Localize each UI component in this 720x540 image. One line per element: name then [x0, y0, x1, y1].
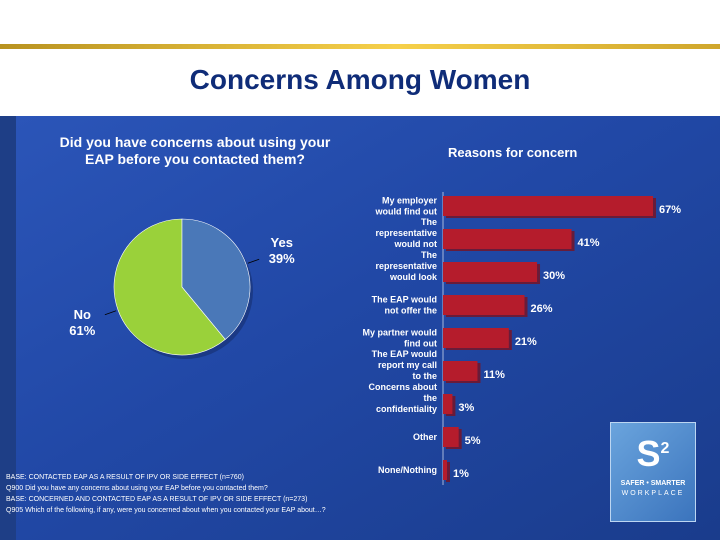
bar-value-label: 30%	[543, 270, 565, 282]
bar-category-label: The EAP would report my call to the	[372, 349, 437, 381]
bar	[443, 262, 538, 282]
pie-slice-yes	[181, 218, 251, 340]
logo-line-1: SAFER • SMARTER	[620, 480, 686, 487]
bar-chart-title: Reasons for concern	[448, 145, 578, 160]
footnote-line: BASE: CONCERNED AND CONTACTED EAP AS A R…	[6, 496, 308, 503]
page-title: Concerns Among Women	[189, 64, 531, 95]
pie-chart-title: Did you have concerns about using your E…	[59, 134, 331, 167]
bar-value-label: 1%	[453, 468, 469, 480]
bar-value-label: 5%	[465, 435, 481, 447]
bar-chart: 67% My employer would find out 41% The repres…	[362, 192, 681, 485]
pie-leader-line	[104, 310, 117, 316]
pie-label-value: 61%	[69, 323, 95, 338]
gold-divider	[0, 44, 720, 49]
logo-line-2: WORKPLACE	[621, 490, 685, 497]
footnote-line: BASE: CONTACTED EAP AS A RESULT OF IPV O…	[6, 474, 245, 481]
header-band	[0, 0, 720, 116]
bar-value-label: 11%	[483, 369, 505, 381]
bar	[443, 196, 653, 216]
s2-logo: S2 SAFER • SMARTER WORKPLACE	[610, 422, 696, 522]
bar-category-label: The representative would not	[375, 217, 437, 249]
bar-value-label: 67%	[659, 204, 681, 216]
bar-category-label: Concerns about the confidentiality	[368, 382, 437, 414]
bar-category-label: The EAP would not offer the	[372, 295, 437, 316]
pie-label-name: Yes	[271, 235, 293, 250]
bar	[443, 295, 525, 315]
footnote-line: Q905 Which of the following, if any, wer…	[6, 507, 326, 514]
bar-value-label: 41%	[578, 237, 600, 249]
bar	[443, 229, 572, 249]
footnotes: BASE: CONTACTED EAP AS A RESULT OF IPV O…	[6, 472, 326, 516]
bar-value-label: 26%	[530, 303, 552, 315]
footnote-line: Q900 Did you have any concerns about usi…	[6, 485, 268, 492]
bar	[443, 394, 453, 414]
bar-category-label: The representative would look	[375, 250, 438, 282]
bar	[443, 427, 459, 447]
bar-shadow	[446, 462, 450, 482]
bar-category-label: None/Nothing	[378, 465, 437, 475]
bar	[443, 361, 478, 381]
pie-label-name: No	[74, 307, 91, 322]
bar-value-label: 3%	[458, 402, 474, 414]
pie-label-value: 39%	[269, 251, 295, 266]
bar-category-label: My partner would find out	[362, 328, 437, 349]
bar-category-label: My employer would find out	[375, 196, 438, 217]
bar-category-label: Other	[413, 432, 438, 442]
bar	[443, 460, 447, 480]
bar	[443, 328, 509, 348]
pie-slice-no	[113, 218, 226, 356]
pie-leader-line	[247, 258, 260, 264]
logo-mark: S2	[636, 433, 670, 474]
bar-value-label: 21%	[515, 336, 537, 348]
